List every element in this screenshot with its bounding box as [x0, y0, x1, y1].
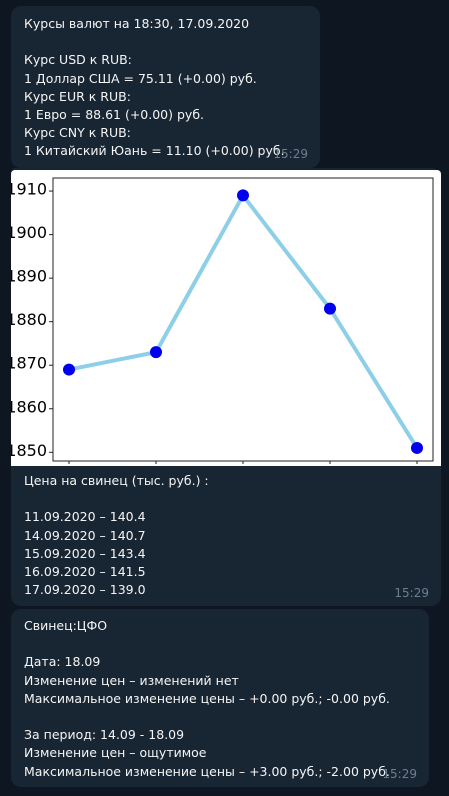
y-tick-label: 1850 [11, 441, 47, 460]
message-bubble-chart: 1850 1860 1870 1880 1890 1900 1910 Цена на сви… [6, 168, 441, 606]
y-tick-label: 1860 [11, 397, 47, 416]
chart-image[interactable]: 1850 1860 1870 1880 1890 1900 1910 [6, 170, 441, 466]
data-point [237, 189, 249, 202]
data-point [150, 346, 162, 359]
data-point [411, 441, 423, 454]
message-caption: Цена на свинец (тыс. руб.) : 11.09.2020 … [24, 473, 209, 598]
message-bubble-rates: Курсы валют на 18:30, 17.09.2020 Курс US… [11, 6, 320, 168]
line-chart: 1850 1860 1870 1880 1890 1900 1910 [6, 177, 434, 464]
plot-frame [52, 177, 434, 462]
data-point [63, 363, 75, 376]
message-text: Курсы валют на 18:30, 17.09.2020 Курс US… [24, 16, 285, 159]
message-bubble-summary: Свинец:ЦФО Дата: 18.09 Изменение цен – и… [11, 609, 429, 787]
message-time: 15:29 [394, 586, 429, 600]
y-tick-label: 1890 [11, 267, 47, 286]
message-time: 15:29 [382, 767, 417, 781]
series-line [68, 193, 419, 449]
y-tick-label: 1870 [11, 354, 47, 373]
data-point [324, 302, 336, 315]
y-tick-label: 1880 [11, 310, 47, 329]
y-tick-label: 1900 [11, 223, 47, 242]
message-time: 15:29 [273, 147, 308, 161]
y-tick-label: 1910 [11, 180, 47, 199]
message-text: Свинец:ЦФО Дата: 18.09 Изменение цен – и… [24, 618, 390, 779]
